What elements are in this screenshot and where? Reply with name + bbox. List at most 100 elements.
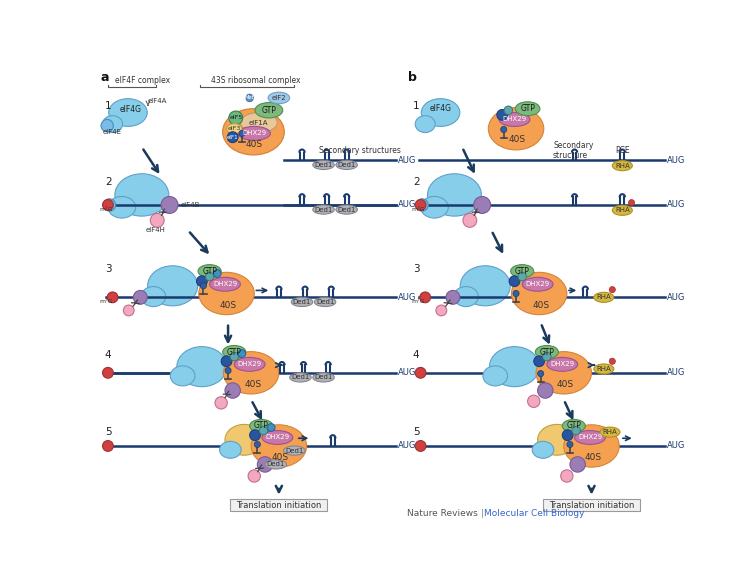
Circle shape [463, 214, 477, 228]
Circle shape [221, 356, 232, 367]
Ellipse shape [108, 197, 136, 218]
Circle shape [538, 383, 553, 398]
Circle shape [103, 199, 113, 211]
Text: eIF4B: eIF4B [180, 202, 200, 208]
Circle shape [215, 397, 227, 409]
Text: 40S: 40S [220, 301, 237, 310]
Text: 40S: 40S [244, 380, 261, 389]
Ellipse shape [422, 99, 460, 126]
Circle shape [250, 430, 260, 441]
Text: GTP: GTP [514, 267, 529, 276]
Text: GTP: GTP [254, 421, 268, 431]
Text: Ded1: Ded1 [291, 374, 310, 380]
Ellipse shape [224, 352, 279, 394]
Ellipse shape [198, 264, 221, 278]
Text: eIF4F complex: eIF4F complex [115, 75, 170, 85]
Circle shape [416, 199, 428, 211]
Circle shape [538, 370, 544, 377]
Text: 40S: 40S [272, 453, 289, 462]
Text: eIF4G: eIF4G [119, 105, 141, 114]
Circle shape [103, 441, 113, 452]
Text: AUG: AUG [398, 201, 416, 209]
Text: GTP: GTP [566, 421, 581, 431]
Text: DHX29: DHX29 [242, 130, 266, 136]
Text: 4: 4 [413, 350, 419, 360]
Ellipse shape [223, 346, 246, 359]
Ellipse shape [421, 197, 448, 218]
Ellipse shape [220, 441, 242, 458]
Text: 4: 4 [105, 350, 112, 360]
Text: Nature Reviews: Nature Reviews [406, 509, 478, 518]
Circle shape [246, 94, 254, 102]
Ellipse shape [612, 205, 632, 215]
Text: 40S: 40S [246, 140, 262, 149]
Ellipse shape [234, 357, 265, 371]
Ellipse shape [460, 266, 510, 306]
Text: Translation initiation: Translation initiation [236, 501, 322, 510]
Ellipse shape [199, 273, 254, 315]
Text: 3: 3 [413, 264, 419, 274]
Circle shape [206, 273, 214, 281]
Text: DHX29: DHX29 [550, 362, 574, 367]
Text: eIF3: eIF3 [227, 126, 241, 131]
Text: eIF1: eIF1 [226, 135, 238, 140]
Ellipse shape [600, 427, 620, 437]
Ellipse shape [109, 99, 147, 126]
Ellipse shape [313, 160, 334, 170]
Ellipse shape [454, 287, 478, 307]
Text: eIF1A: eIF1A [249, 119, 268, 126]
Text: Ded1: Ded1 [314, 207, 333, 212]
Circle shape [562, 430, 573, 441]
Text: 2: 2 [105, 177, 112, 187]
Ellipse shape [499, 112, 530, 126]
Text: GTP: GTP [226, 347, 242, 356]
Text: 40S: 40S [509, 135, 526, 144]
Circle shape [257, 457, 273, 472]
Text: 3: 3 [105, 264, 112, 274]
Ellipse shape [538, 424, 576, 455]
Text: Ded1: Ded1 [292, 299, 311, 305]
Text: Secondary
structure: Secondary structure [553, 140, 593, 160]
Circle shape [254, 441, 260, 448]
Ellipse shape [250, 419, 273, 432]
Text: Translation initiation: Translation initiation [549, 501, 634, 510]
Bar [230, 499, 328, 511]
Ellipse shape [284, 446, 305, 455]
Text: a: a [100, 71, 109, 84]
Text: Ded1: Ded1 [266, 462, 285, 467]
Circle shape [561, 470, 573, 482]
Text: PCE: PCE [615, 146, 629, 155]
Ellipse shape [574, 431, 605, 445]
Ellipse shape [522, 277, 553, 291]
Ellipse shape [313, 373, 334, 382]
Text: GTP: GTP [202, 267, 217, 276]
Text: m⁷G: m⁷G [411, 299, 424, 304]
Ellipse shape [515, 102, 540, 116]
Ellipse shape [268, 92, 290, 104]
Circle shape [572, 426, 580, 435]
Text: Ded1: Ded1 [338, 207, 356, 212]
Text: 43S ribosomal complex: 43S ribosomal complex [211, 75, 301, 85]
Ellipse shape [177, 347, 227, 387]
Circle shape [103, 367, 113, 378]
Circle shape [107, 292, 118, 303]
Ellipse shape [226, 123, 242, 134]
Ellipse shape [141, 287, 166, 307]
Circle shape [416, 441, 426, 452]
Circle shape [200, 283, 206, 289]
Text: AUG: AUG [667, 442, 686, 450]
Text: m⁷G: m⁷G [100, 207, 113, 212]
Text: DHX29: DHX29 [503, 116, 526, 122]
Text: AUG: AUG [398, 293, 416, 302]
Text: DHX29: DHX29 [578, 435, 602, 441]
Text: eIF5: eIF5 [230, 115, 242, 121]
Ellipse shape [336, 205, 358, 214]
Text: DHX29: DHX29 [238, 362, 262, 367]
Text: Ded1: Ded1 [285, 448, 304, 453]
Circle shape [501, 126, 507, 133]
Text: m⁷G: m⁷G [100, 299, 113, 304]
Ellipse shape [241, 112, 278, 133]
Circle shape [609, 358, 615, 364]
Text: AUG: AUG [667, 201, 686, 209]
Circle shape [518, 273, 526, 281]
